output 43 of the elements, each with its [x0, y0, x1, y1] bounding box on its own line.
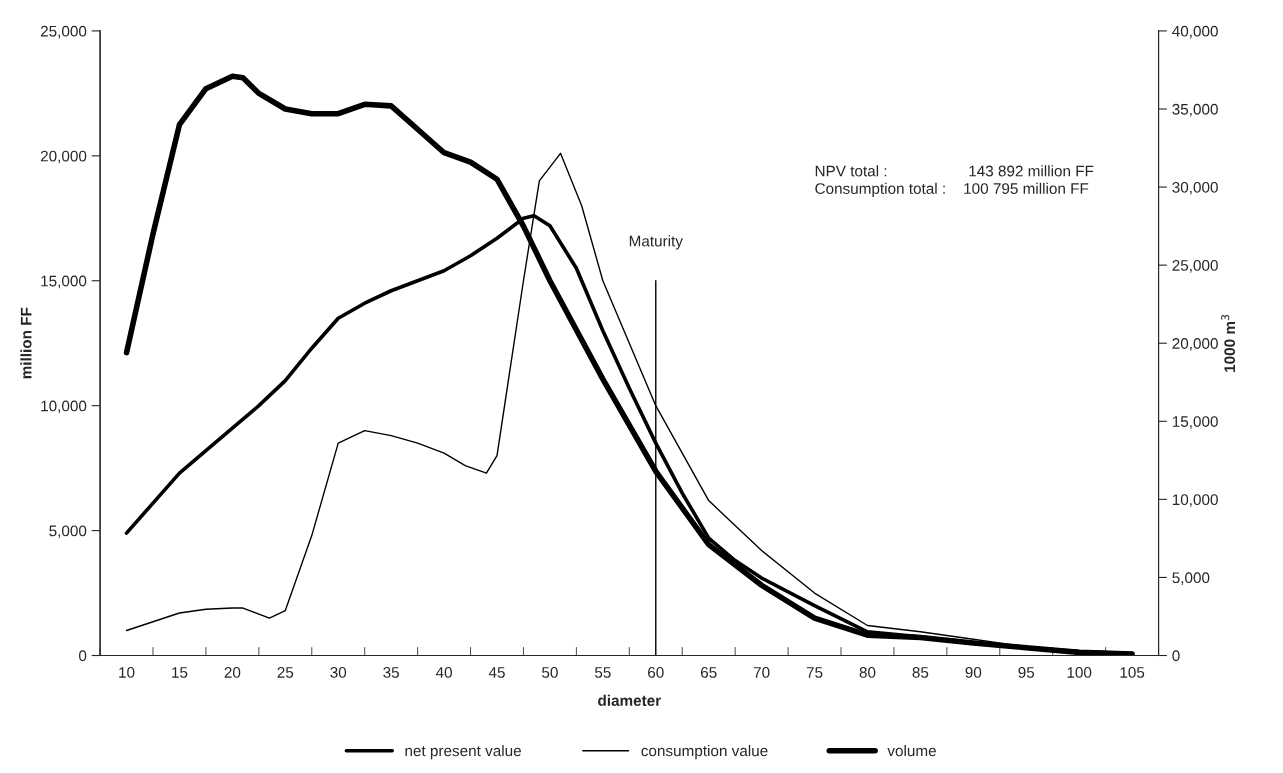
- x-tick-label: 40: [435, 667, 452, 678]
- x-tick-label: 35: [383, 667, 400, 678]
- legend-label: net present value: [405, 745, 521, 760]
- x-tick-label: 85: [912, 667, 929, 678]
- y-tick-label: 0: [78, 650, 87, 662]
- x-tick-label: 55: [594, 667, 611, 678]
- annotation: NPV total : 143 892 million FF Consumption total : 100 795 million FF: [815, 165, 1094, 198]
- x-tick-label: 65: [700, 667, 717, 678]
- y2-tick-label: 10,000: [1172, 494, 1218, 507]
- y-tick-label: 5,000: [49, 525, 87, 539]
- y2-tick-label: 25,000: [1172, 260, 1218, 273]
- y2-tick-label: 35,000: [1172, 103, 1218, 117]
- x-tick-label: 90: [965, 667, 982, 678]
- y-tick-label: 20,000: [40, 150, 87, 164]
- y2-axis-title: 1000 m$^{3}$: [1221, 314, 1236, 372]
- y2-tick-label: 15,000: [1172, 416, 1218, 429]
- x-tick-label: 105: [1120, 667, 1145, 678]
- y-tick-label: 10,000: [41, 400, 87, 414]
- y2-tick-label: 30,000: [1172, 181, 1218, 195]
- y2-tick-label: 40,000: [1172, 25, 1218, 39]
- x-tick-label: 50: [542, 667, 558, 678]
- x-tick-label: 45: [488, 667, 505, 678]
- ref-line-label: Maturity: [629, 235, 683, 250]
- x-tick-label: 30: [330, 667, 347, 678]
- x-axis-title: diameter: [598, 694, 661, 706]
- legend-label: consumption value: [641, 745, 768, 760]
- y2-tick-label: 20,000: [1172, 338, 1218, 351]
- x-tick-label: 25: [277, 667, 294, 678]
- legend-label: volume: [887, 745, 936, 757]
- y-tick-label: 15,000: [41, 275, 87, 289]
- x-tick-label: 75: [806, 667, 823, 678]
- x-tick-label: 10: [119, 667, 135, 678]
- y2-tick-label: 0: [1172, 650, 1180, 662]
- x-tick-label: 95: [1018, 667, 1035, 678]
- x-tick-label: 100: [1067, 667, 1092, 678]
- x-tick-label: 20: [224, 667, 241, 678]
- y-tick-label: 25,000: [40, 25, 87, 39]
- x-tick-label: 60: [648, 667, 664, 678]
- x-tick-label: 70: [753, 667, 770, 678]
- y-axis-title: million FF: [20, 307, 32, 379]
- y2-tick-label: 5,000: [1172, 572, 1210, 585]
- x-tick-label: 15: [172, 667, 188, 678]
- x-tick-label: 80: [859, 667, 876, 678]
